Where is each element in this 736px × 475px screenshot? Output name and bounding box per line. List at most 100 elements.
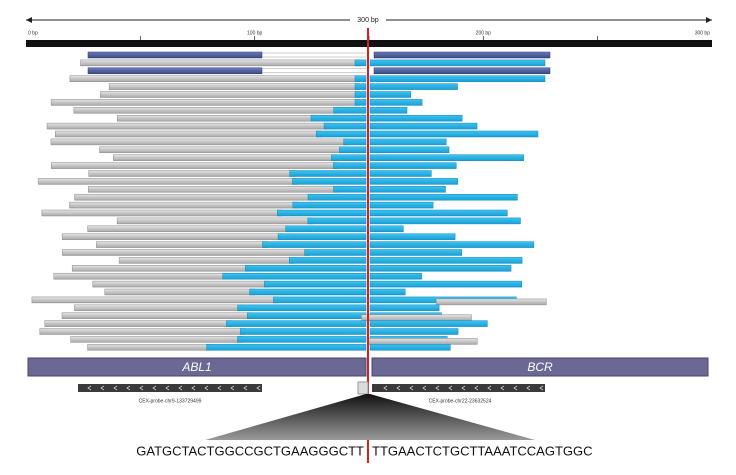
read-blue xyxy=(369,91,411,98)
read-gray xyxy=(55,130,322,138)
read-dark xyxy=(87,67,263,75)
chevron xyxy=(474,385,479,391)
read-blue xyxy=(354,83,367,90)
sequence-left: GATGCTACTGGCCGCTGAAGGGCTT xyxy=(136,443,364,458)
gene-label: BCR xyxy=(527,360,553,374)
read-dark xyxy=(373,67,551,75)
read-blue xyxy=(369,83,458,90)
chevron xyxy=(100,385,105,391)
probe-label: CEX-probe-chr22-23632524 xyxy=(429,398,492,404)
read-blue xyxy=(369,154,525,161)
read-gray xyxy=(96,241,268,248)
read-blue xyxy=(369,75,546,82)
read-gray xyxy=(87,344,212,351)
read-gray xyxy=(46,122,330,130)
read-gray xyxy=(367,338,478,345)
read-blue xyxy=(369,217,521,225)
chevron xyxy=(243,385,248,391)
chevron xyxy=(396,385,401,391)
chevron xyxy=(409,385,414,391)
read-blue xyxy=(226,320,367,327)
read-blue xyxy=(369,233,456,240)
read-blue xyxy=(289,170,367,177)
read-gray xyxy=(50,99,361,106)
chevron xyxy=(422,385,427,391)
read-blue xyxy=(285,225,367,233)
read-blue xyxy=(277,233,367,240)
read-blue xyxy=(331,154,367,161)
probe-label: CEX-probe-chr9-133729499 xyxy=(139,398,202,404)
read-blue xyxy=(369,257,523,264)
read-blue xyxy=(237,304,367,312)
read-blue xyxy=(369,130,539,138)
read-gray xyxy=(69,201,299,209)
chevron xyxy=(435,385,440,391)
chevron xyxy=(191,385,196,391)
read-blue xyxy=(354,99,367,106)
read-gray xyxy=(70,336,243,343)
read-gray xyxy=(50,138,349,146)
read-blue xyxy=(369,59,546,67)
chevron xyxy=(256,385,261,391)
read-dark xyxy=(87,51,263,59)
read-gray xyxy=(41,209,283,217)
chevron xyxy=(539,385,544,391)
read-blue xyxy=(292,201,367,209)
read-blue xyxy=(369,320,488,327)
read-blue xyxy=(239,328,367,335)
read-blue xyxy=(369,114,463,122)
read-blue xyxy=(369,178,458,185)
read-gray xyxy=(50,162,339,169)
read-blue xyxy=(369,99,423,106)
read-gray xyxy=(69,75,361,82)
reads xyxy=(31,51,551,351)
chevron xyxy=(152,385,157,391)
ruler-tick-label: 0 bp xyxy=(28,30,38,36)
read-gray xyxy=(92,280,270,288)
read-blue xyxy=(307,193,367,201)
read-gray xyxy=(436,298,547,306)
read-blue xyxy=(369,122,478,130)
read-gray xyxy=(44,320,232,327)
read-blue xyxy=(289,257,367,264)
read-dark xyxy=(373,51,551,59)
read-blue xyxy=(354,59,367,67)
read-blue xyxy=(369,170,432,177)
read-gray xyxy=(31,296,279,304)
read-blue xyxy=(339,146,367,154)
chevron xyxy=(113,385,118,391)
read-gray xyxy=(80,59,361,67)
read-gray xyxy=(100,91,361,98)
read-gray xyxy=(104,288,255,296)
read-blue xyxy=(292,178,367,185)
read-blue xyxy=(237,336,367,343)
read-blue xyxy=(369,162,457,169)
read-gray xyxy=(61,312,253,319)
read-blue xyxy=(369,280,522,288)
read-blue xyxy=(315,130,367,138)
read-gray xyxy=(37,178,298,185)
read-gray xyxy=(99,146,345,154)
read-gray xyxy=(74,304,243,312)
chevron xyxy=(500,385,505,391)
read-blue xyxy=(310,114,367,122)
chevron xyxy=(126,385,131,391)
read-gray xyxy=(87,225,291,233)
chevron xyxy=(204,385,209,391)
read-gray xyxy=(71,265,251,272)
read-blue xyxy=(369,225,404,233)
read-blue xyxy=(369,272,422,280)
read-blue xyxy=(247,312,367,319)
read-blue xyxy=(354,91,367,98)
read-blue xyxy=(323,122,367,130)
chevron xyxy=(139,385,144,391)
read-blue xyxy=(206,344,367,351)
gene-label: ABL1 xyxy=(181,360,211,374)
chevron xyxy=(513,385,518,391)
read-gray xyxy=(116,217,314,225)
read-blue xyxy=(249,288,367,296)
read-blue xyxy=(369,241,535,248)
chevron xyxy=(165,385,170,391)
read-blue xyxy=(273,296,367,304)
